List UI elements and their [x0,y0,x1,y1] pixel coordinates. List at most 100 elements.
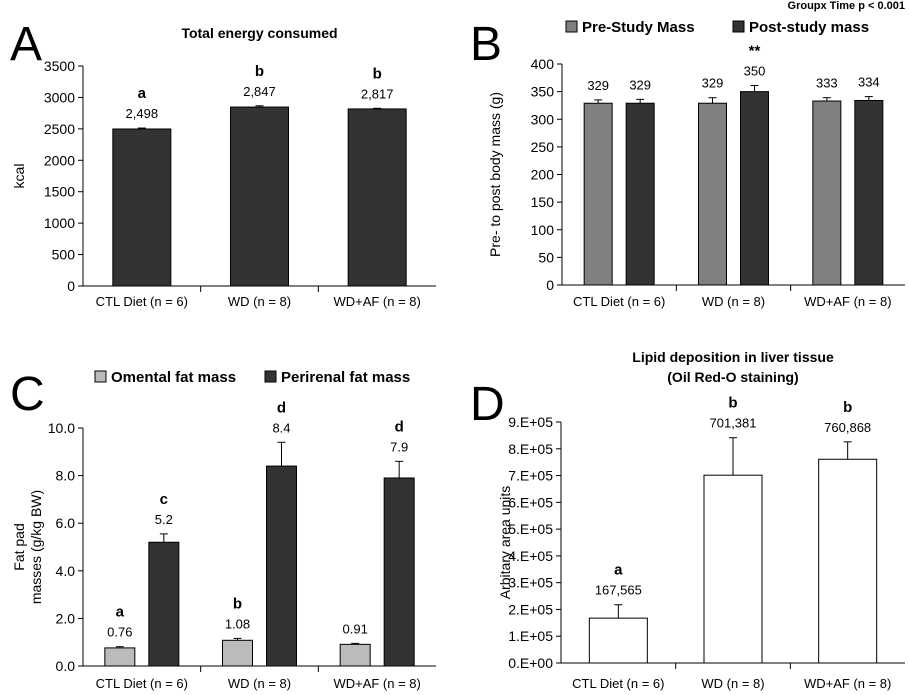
y-tick-label: 3.E+05 [508,575,553,591]
y-tick-label: 500 [52,247,76,263]
significance-label: ** [749,43,761,60]
data-label: 2,817 [361,86,394,101]
significance-label: c [160,491,168,508]
y-tick-label: 3000 [44,89,75,105]
y-axis-label: Fat padmasses (g/kg BW) [11,490,44,604]
bar [698,102,727,286]
data-label: 329 [629,77,651,92]
bar [854,99,884,286]
y-tick-label: 5.E+05 [508,521,553,537]
bar [222,639,253,667]
y-tick-label: 1000 [44,215,75,231]
y-tick-label: 200 [531,167,555,183]
bar [112,128,172,287]
data-label: 329 [702,76,724,91]
y-tick-label: 6.E+05 [508,494,553,510]
data-label: 5.2 [155,512,173,527]
category-label: CTL Diet (n = 6) [573,294,665,309]
data-label: 167,565 [595,583,642,598]
bar [230,106,289,287]
legend-label: Omental fat mass [111,369,236,386]
y-tick-label: 0.0 [56,658,76,674]
y-tick-label: 8.0 [56,468,76,484]
y-tick-label: 6.0 [56,515,76,531]
category-label: WD+AF (n = 8) [804,294,891,309]
category-label: WD (n = 8) [702,294,765,309]
panel-c: C 0.0 2.0 4.0 6.0 8.0 10.0 Fat padmasses (g/kg … [10,368,436,691]
y-tick-label: 300 [531,111,555,127]
legend-label: Perirenal fat mass [281,369,410,386]
data-label: 760,868 [824,420,871,435]
bar [812,100,842,286]
data-label: 0.91 [343,621,368,636]
y-tick-label: 0 [67,278,75,294]
data-label: 2,847 [243,84,276,99]
significance-label: b [843,399,852,416]
legend-label: Post-study mass [749,19,869,36]
significance-label: b [233,595,242,612]
y-tick-label: 1.E+05 [508,628,553,644]
chart-title: Lipid deposition in liver tissue [632,349,834,365]
y-tick-label: 50 [538,249,554,265]
stat-note: Groupx Time p < 0.001 [788,0,905,12]
data-label: 2,498 [126,106,159,121]
data-label: 329 [587,78,609,93]
y-axis-label: Pre- to post body mass (g) [487,92,503,257]
significance-label: b [373,65,382,82]
data-label: 334 [858,75,880,90]
panel-d: D Lipid deposition in liver tissue (Oil Re… [470,349,905,691]
y-tick-label: 100 [531,222,555,238]
y-tick-label: 9.E+05 [508,414,553,430]
data-label: 701,381 [710,416,757,431]
bar [583,102,613,286]
panel-letter: C [10,368,45,421]
legend-swatch [565,20,578,33]
category-label: CTL Diet (n = 6) [96,676,188,691]
y-tick-label: 2500 [44,121,75,137]
y-tick-label: 400 [531,56,555,72]
y-tick-label: 3500 [44,58,75,74]
bar [818,458,878,664]
y-tick-label: 4.0 [56,563,76,579]
category-label: WD+AF (n = 8) [804,676,891,691]
y-tick-label: 2.0 [56,610,76,626]
y-tick-label: 250 [531,139,555,155]
y-tick-label: 10.0 [48,420,75,436]
bar [148,541,180,667]
y-tick-label: 0.E+00 [508,655,553,671]
category-label: WD (n = 8) [228,294,291,309]
y-axis-label: kcal [11,164,27,189]
y-tick-label: 350 [531,84,555,100]
significance-label: a [116,604,125,621]
bar [740,91,769,286]
category-label: CTL Diet (n = 6) [572,676,664,691]
panel-letter: D [470,378,505,431]
data-label: 333 [816,76,838,91]
legend-label: Pre-Study Mass [582,19,695,36]
chart-title: Total energy consumed [181,25,337,41]
y-tick-label: 2000 [44,152,75,168]
y-tick-label: 4.E+05 [508,548,553,564]
legend-swatch [94,370,107,383]
data-label: 7.9 [390,439,408,454]
significance-label: b [728,395,737,412]
significance-label: b [255,63,264,80]
category-label: WD (n = 8) [701,676,764,691]
data-label: 350 [744,64,766,79]
bar [625,102,655,286]
y-tick-label: 7.E+05 [508,468,553,484]
bar [347,108,407,287]
y-tick-label: 1500 [44,184,75,200]
y-tick-label: 150 [531,194,555,210]
y-tick-label: 8.E+05 [508,441,553,457]
bar [703,474,763,664]
category-label: CTL Diet (n = 6) [96,294,188,309]
y-axis-label: Arbitary area units [497,486,513,600]
data-label: 8.4 [272,420,290,435]
panel-a: A Total energy consumed 0 500 1000 1500 2000 25… [10,18,436,309]
bar [383,477,415,667]
panel-letter: B [470,18,502,71]
significance-label: a [614,562,623,579]
category-label: WD+AF (n = 8) [333,294,420,309]
